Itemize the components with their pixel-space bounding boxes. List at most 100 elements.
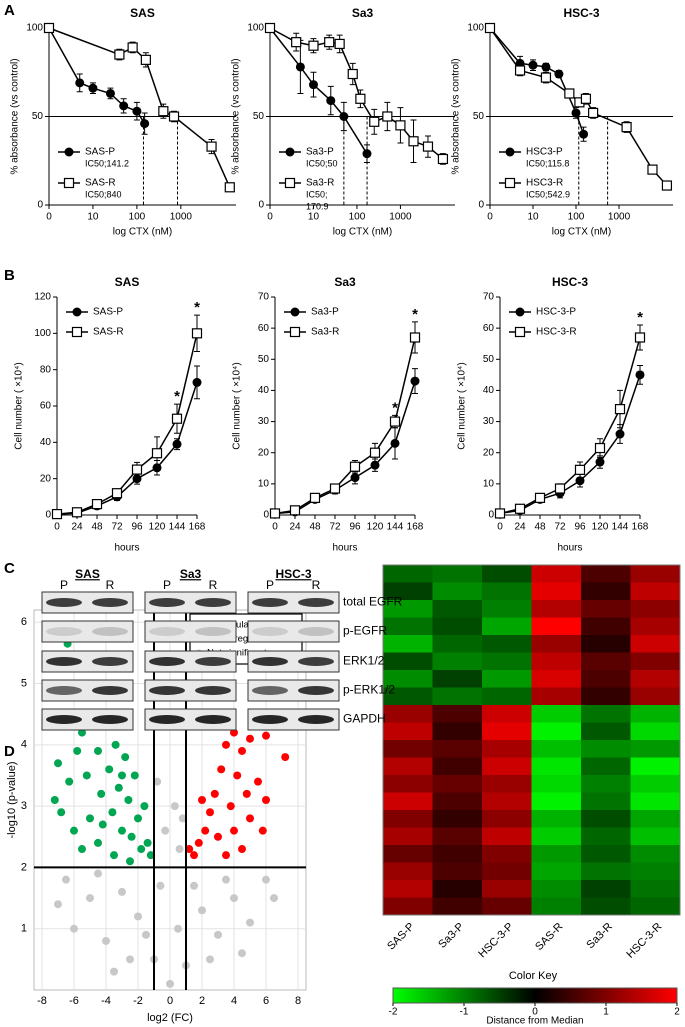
significance-mark: * xyxy=(392,399,398,416)
heatmap-cell xyxy=(581,705,631,723)
y-tick-label: 50 xyxy=(258,354,270,365)
marker xyxy=(615,429,625,439)
blot-box xyxy=(41,620,134,643)
chart-title: SAS xyxy=(130,6,155,20)
y-axis-label: % absorbance (vs control) xyxy=(231,58,242,174)
marker xyxy=(339,112,349,121)
marker xyxy=(43,22,55,34)
heatmap-cell xyxy=(630,582,681,601)
x-tick-label: 24 xyxy=(289,522,301,533)
point xyxy=(118,771,126,780)
heatmap-cell xyxy=(383,705,433,723)
heatmap-cell xyxy=(531,740,582,758)
heatmap-cell xyxy=(630,635,681,653)
legend-label: HSC3-R xyxy=(526,178,563,189)
point xyxy=(214,930,222,939)
heatmap-cell xyxy=(383,670,433,688)
band xyxy=(92,598,128,607)
chart-title: Sa3 xyxy=(334,275,356,289)
heatmap-cell xyxy=(531,705,582,723)
band xyxy=(298,686,334,695)
point xyxy=(201,826,210,835)
heatmap-cell xyxy=(432,827,483,846)
heatmap-cell xyxy=(383,652,433,671)
heatmap-cell xyxy=(432,652,483,671)
heatmap-cell xyxy=(432,600,483,618)
point xyxy=(97,789,106,798)
protein-label: p-ERK1/2 xyxy=(343,683,395,697)
heatmap-cell xyxy=(383,722,433,741)
y-tick-label: 40 xyxy=(483,385,495,396)
point xyxy=(246,918,254,927)
heatmap-cell xyxy=(482,880,532,898)
heatmap-cell xyxy=(383,565,433,583)
marker xyxy=(206,141,217,152)
y-tick-label: 60 xyxy=(483,323,495,334)
lane-label: R xyxy=(106,578,115,592)
heatmap-cell xyxy=(581,652,631,671)
heatmap-cell xyxy=(531,880,582,898)
y-tick-label: 3 xyxy=(21,800,27,812)
marker xyxy=(350,473,360,483)
point xyxy=(238,746,246,755)
heatmap-cell xyxy=(531,617,582,636)
lane-label: R xyxy=(209,578,218,592)
heatmap-cell xyxy=(581,565,631,583)
x-tick-label: 10 xyxy=(527,212,539,223)
blot-box xyxy=(247,591,340,614)
y-tick-label: 70 xyxy=(483,292,495,303)
y-axis-label: Cell number ( ×10⁴) xyxy=(457,362,468,449)
x-tick-label: 4 xyxy=(231,995,237,1007)
x-tick-label: 24 xyxy=(514,522,526,533)
heatmap-cell xyxy=(432,740,483,758)
heatmap-cell xyxy=(482,670,532,688)
band xyxy=(195,686,231,695)
legend-label: Sa3-R xyxy=(306,178,334,189)
cell-line-label: SAS xyxy=(75,567,100,581)
legend-marker xyxy=(290,307,300,317)
marker xyxy=(114,49,125,60)
x-tick-label: 168 xyxy=(407,522,424,533)
marker xyxy=(594,442,606,454)
point xyxy=(238,845,246,854)
heatmap-cell xyxy=(482,897,532,916)
marker xyxy=(389,416,401,427)
x-axis-label: log CTX (nM) xyxy=(333,227,392,238)
ic50-label: 170.9 xyxy=(306,201,329,211)
heatmap-cell xyxy=(581,775,631,793)
marker xyxy=(224,182,235,193)
heatmap-cell xyxy=(383,880,433,898)
band xyxy=(195,627,231,636)
heatmap-cell xyxy=(432,897,483,916)
point xyxy=(214,832,222,841)
point xyxy=(194,838,203,847)
x-tick-label: 120 xyxy=(367,522,384,533)
heatmap-cell xyxy=(383,845,433,863)
y-tick-label: 0 xyxy=(478,200,484,211)
column-label: HSC-3-R xyxy=(624,921,664,961)
legend-marker xyxy=(515,307,525,317)
band xyxy=(46,598,82,607)
heatmap-cell xyxy=(630,827,681,846)
heatmap-cell xyxy=(432,617,483,636)
marker xyxy=(540,72,552,83)
heatmap-cell xyxy=(581,827,631,846)
blot-box xyxy=(144,650,237,673)
point xyxy=(94,838,102,847)
marker xyxy=(541,62,551,72)
chart-title: Sa3 xyxy=(352,6,374,20)
band xyxy=(298,657,334,666)
point xyxy=(118,887,126,896)
marker xyxy=(347,68,358,80)
blot-box xyxy=(144,708,237,731)
panel-label: D xyxy=(4,743,15,760)
marker xyxy=(111,488,123,499)
point xyxy=(130,771,139,780)
marker xyxy=(192,377,202,387)
point xyxy=(65,777,74,786)
y-axis-label: % absorbance (vs control) xyxy=(10,58,21,174)
blot-box xyxy=(144,620,237,643)
marker xyxy=(595,457,605,467)
band xyxy=(298,627,334,636)
